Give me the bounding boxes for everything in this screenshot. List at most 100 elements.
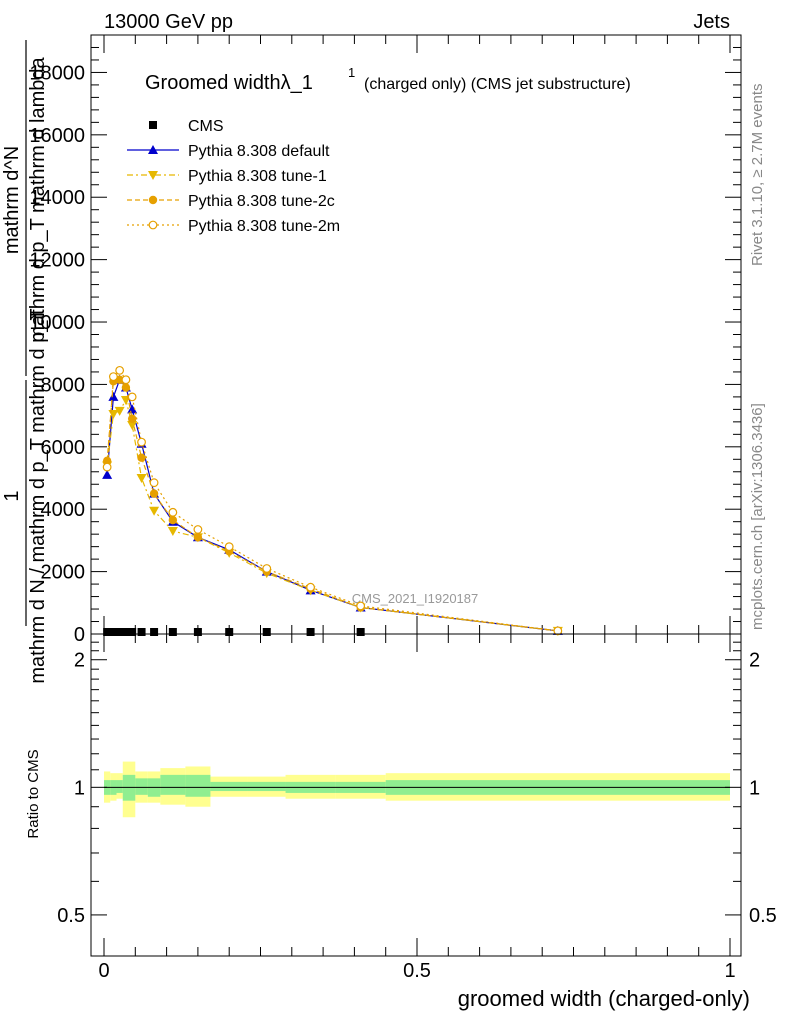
data-point — [262, 628, 271, 636]
uncertainty-band-inner — [247, 781, 286, 792]
x-axis-label: groomed width (charged-only) — [458, 986, 750, 1011]
series-3 — [102, 375, 563, 636]
data-point — [356, 628, 365, 636]
data-point — [115, 628, 124, 636]
data-point — [121, 375, 131, 385]
legend-label: CMS — [188, 118, 224, 135]
y-tick-label: 10000 — [29, 312, 85, 334]
data-point — [193, 525, 203, 534]
data-point — [108, 391, 119, 401]
svg-text:Groomed widthλ_1: Groomed widthλ_1 — [145, 72, 313, 94]
y-tick-label: 12000 — [29, 250, 85, 272]
data-point — [356, 601, 366, 611]
data-point — [128, 628, 137, 636]
y-tick-label: 6000 — [41, 437, 86, 459]
data-point — [137, 437, 146, 447]
data-point — [148, 220, 158, 230]
data-point — [224, 542, 234, 552]
series-line — [106, 378, 558, 632]
data-point — [149, 121, 157, 129]
data-point — [168, 628, 177, 636]
chart-title-suffix: (charged only) (CMS jet substructure) — [364, 76, 631, 93]
ylabel-numerator-2: mathrm d^N — [1, 146, 23, 254]
data-point — [149, 506, 160, 516]
ylabel-denominator: mathrm d N / mathrm d p_T mathrm d p_T — [27, 308, 49, 683]
uncertainty-band-inner — [135, 778, 148, 795]
watermark: CMS_2021_I1920187 — [352, 591, 479, 606]
legend-label: Pythia 8.308 tune-1 — [188, 168, 327, 185]
uncertainty-band-inner — [116, 780, 123, 793]
data-point — [127, 420, 138, 430]
data-point — [114, 406, 125, 416]
data-point — [102, 462, 112, 472]
ratio-ylabel: Ratio to CMS — [25, 749, 42, 838]
ratio-y-tick-label: 0.5 — [57, 905, 85, 927]
ratio-y-tick-label: 1 — [74, 777, 85, 799]
data-point — [306, 582, 315, 592]
data-point — [168, 507, 178, 517]
main-ylabel: 1 mathrm d N / mathrm d p_T mathrm d p_T… — [1, 40, 49, 684]
data-point — [262, 564, 272, 573]
data-point — [148, 195, 158, 205]
data-point — [149, 478, 159, 488]
y-tick-label: 16000 — [29, 125, 85, 147]
data-point — [553, 626, 563, 636]
data-point — [193, 628, 202, 636]
y-tick-label: 18000 — [29, 62, 85, 84]
data-point — [136, 474, 147, 484]
main-panel: 0 2000 4000 6000 8000 10000 12000 14000 16000 180… — [29, 34, 742, 646]
chart-title-sup: 1 — [348, 65, 355, 80]
legend-label: Pythia 8.308 default — [188, 143, 330, 160]
data-point — [102, 469, 113, 479]
data-point — [225, 628, 234, 636]
data-point — [115, 365, 125, 375]
y-tick-label: 4000 — [41, 499, 86, 521]
data-point — [108, 410, 119, 420]
data-point — [109, 628, 118, 636]
data-point — [127, 414, 137, 423]
ylabel-numerator: 1 — [1, 490, 23, 501]
uncertainty-band-inner — [210, 781, 248, 792]
series-line — [106, 369, 558, 632]
ratio-y-tick-label-right: 0.5 — [749, 905, 777, 927]
data-point — [127, 404, 138, 414]
data-point — [121, 628, 130, 636]
data-point — [148, 171, 158, 180]
series-line — [106, 379, 558, 632]
chart-title: Groomed widthλ_1 1 (charged only) (CMS j… — [145, 65, 631, 94]
ratio-y-tick-label-right: 1 — [749, 777, 760, 799]
legend-label: Pythia 8.308 tune-2c — [188, 193, 335, 210]
data-point — [137, 628, 146, 636]
uncertainty-band-inner — [160, 774, 186, 795]
ratio-panel: 0.5 0.5 1 1 2 2 0 0.5 1 Ratio to CMS — [25, 633, 777, 982]
x-tick-label: 1 — [724, 960, 735, 982]
chart-title-main: Groomed widthλ_1 — [145, 72, 313, 94]
data-point — [127, 392, 137, 402]
data-point — [148, 145, 158, 154]
y-tick-label: 2000 — [41, 562, 86, 584]
ratio-y-tick-label-right: 2 — [749, 650, 760, 672]
uncertainty-band-inner — [185, 774, 211, 797]
header-left: 13000 GeV pp — [104, 11, 233, 33]
data-point — [121, 383, 131, 392]
y-tick-label: 0 — [74, 624, 85, 646]
series-1 — [102, 374, 563, 635]
legend: CMS Pythia 8.308 default Pythia 8.308 tune… — [127, 118, 340, 235]
data-point — [103, 628, 112, 636]
data-point — [149, 489, 159, 498]
legend-label: Pythia 8.308 tune-2m — [188, 218, 340, 235]
data-point — [137, 453, 146, 462]
data-point — [108, 372, 118, 382]
series-0 — [103, 628, 365, 636]
series-4 — [102, 365, 563, 636]
side-label-url: mcplots.cern.ch [arXiv:1306.3436] — [749, 403, 766, 630]
data-point — [150, 628, 159, 636]
data-point — [193, 533, 203, 542]
ratio-y-tick-label: 2 — [74, 650, 85, 672]
data-point — [306, 628, 315, 636]
y-tick-label: 14000 — [29, 187, 85, 209]
ratio-frame — [90, 633, 742, 957]
ylabel-denominator-2: mathrm d p_T mathrm d lambda — [27, 56, 49, 342]
data-point — [168, 515, 178, 525]
